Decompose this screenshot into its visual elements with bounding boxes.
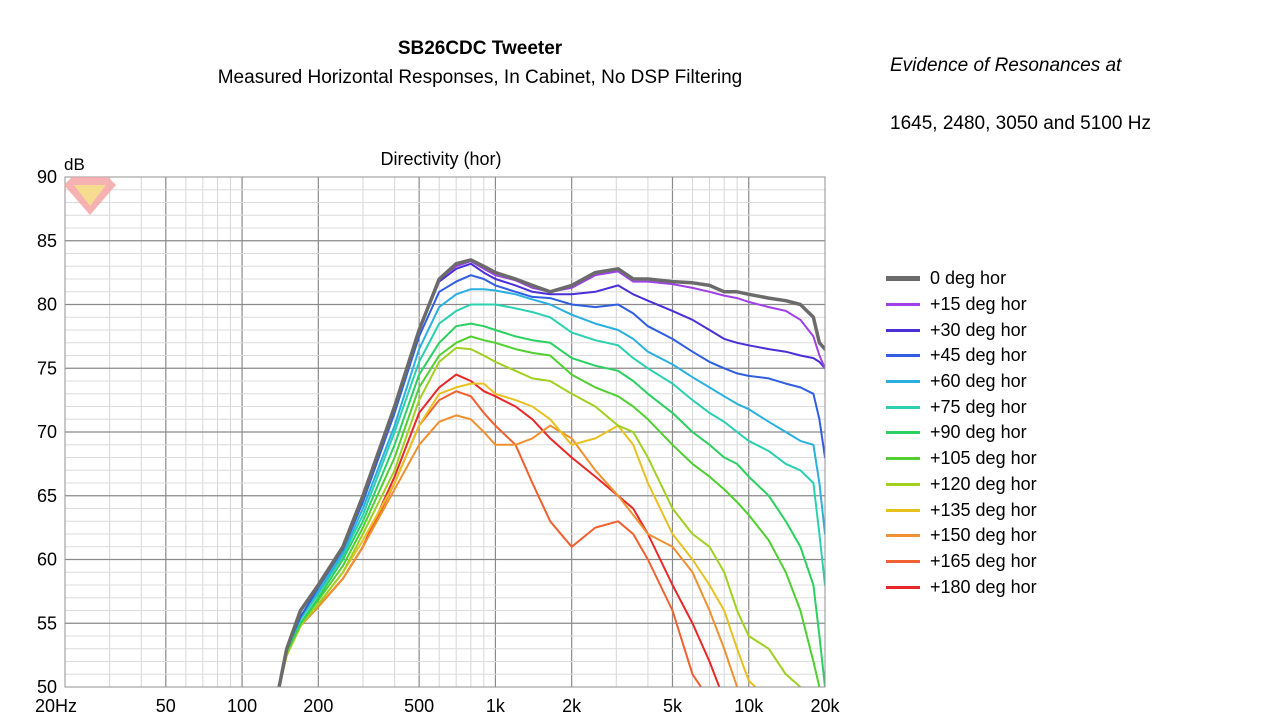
legend-swatch	[886, 457, 920, 461]
series-line-0	[277, 258, 825, 687]
legend-label: +90 deg hor	[930, 422, 1027, 443]
axis-tick-labels: 20Hz 50 100 200 500 1k 2k 5k 10k 20k5055606570758…	[35, 167, 841, 716]
y-tick-label: 55	[37, 613, 57, 633]
legend-entry: +135 deg hor	[886, 497, 1037, 523]
series-lines	[277, 258, 825, 687]
y-tick-label: 75	[37, 358, 57, 378]
x-tick-label: 50	[156, 696, 176, 716]
figure-title: SB26CDC Tweeter	[397, 38, 563, 59]
legend-entry: +15 deg hor	[886, 292, 1037, 318]
logo-badge	[64, 177, 116, 215]
legend-swatch	[886, 380, 920, 384]
legend-entry: +75 deg hor	[886, 394, 1037, 420]
y-tick-label: 80	[37, 295, 57, 315]
legend-entry: +120 deg hor	[886, 472, 1037, 498]
series-line-11	[278, 390, 703, 687]
legend-entry: +180 deg hor	[886, 574, 1037, 600]
legend-swatch	[886, 303, 920, 307]
y-tick-label: 65	[37, 486, 57, 506]
resonance-note-heading: Evidence of Resonances at	[890, 55, 1122, 76]
legend-entry: +45 deg hor	[886, 343, 1037, 369]
legend: 0 deg hor +15 deg hor +30 deg hor +45 deg h…	[886, 266, 1037, 600]
series-line-3	[278, 274, 825, 687]
legend-label: +60 deg hor	[930, 371, 1027, 392]
resonance-note-frequencies: 1645, 2480, 3050 and 5100 Hz	[890, 113, 1151, 134]
x-tick-label: 1k	[486, 696, 506, 716]
legend-label: +150 deg hor	[930, 525, 1037, 546]
series-line-8	[278, 346, 802, 687]
legend-label: +180 deg hor	[930, 576, 1037, 597]
plot-frame	[64, 176, 826, 688]
y-tick-label: 50	[37, 677, 57, 697]
y-tick-label: 60	[37, 550, 57, 570]
legend-label: +75 deg hor	[930, 396, 1027, 417]
legend-swatch	[886, 431, 920, 435]
x-tick-label: 100	[227, 696, 257, 716]
legend-label: +165 deg hor	[930, 550, 1037, 571]
grid-lines	[65, 177, 825, 687]
series-line-9	[278, 382, 757, 687]
x-tick-label: 2k	[562, 696, 582, 716]
legend-swatch	[886, 482, 920, 486]
legend-swatch	[886, 328, 920, 332]
legend-entry: +105 deg hor	[886, 446, 1037, 472]
legend-swatch	[886, 534, 920, 538]
figure-subtitle: Measured Horizontal Responses, In Cabine…	[217, 67, 743, 88]
x-tick-label: 500	[404, 696, 434, 716]
x-tick-label: 20k	[810, 696, 840, 716]
y-tick-label: 90	[37, 167, 57, 187]
legend-label: +135 deg hor	[930, 499, 1037, 520]
series-line-6	[278, 322, 825, 687]
legend-entry: +90 deg hor	[886, 420, 1037, 446]
series-line-7	[278, 335, 821, 687]
legend-label: 0 deg hor	[930, 268, 1007, 289]
x-tick-label: 10k	[734, 696, 764, 716]
legend-entry: +165 deg hor	[886, 549, 1037, 575]
legend-entry: +150 deg hor	[886, 523, 1037, 549]
legend-entry: +30 deg hor	[886, 317, 1037, 343]
x-tick-label: 200	[303, 696, 333, 716]
legend-swatch	[886, 405, 920, 409]
legend-swatch	[886, 276, 920, 282]
legend-swatch	[886, 559, 920, 563]
y-tick-label: 70	[37, 422, 57, 442]
legend-label: +15 deg hor	[930, 294, 1027, 315]
series-line-5	[278, 303, 825, 687]
legend-label: +120 deg hor	[930, 473, 1037, 494]
chart-title: Directivity (hor)	[380, 149, 501, 169]
series-line-4	[278, 288, 825, 687]
y-axis-label: dB	[64, 155, 85, 174]
legend-label: +105 deg hor	[930, 448, 1037, 469]
directivity-chart: Directivity (hor) dB 20Hz 50 100 200 500 1k 2k…	[35, 149, 841, 716]
x-tick-label: 20Hz	[35, 696, 77, 716]
legend-swatch	[886, 585, 920, 589]
series-line-10	[278, 414, 739, 687]
x-tick-label: 5k	[663, 696, 683, 716]
legend-swatch	[886, 508, 920, 512]
legend-label: +30 deg hor	[930, 319, 1027, 340]
legend-entry: +60 deg hor	[886, 369, 1037, 395]
y-tick-label: 85	[37, 231, 57, 251]
legend-swatch	[886, 354, 920, 358]
legend-entry: 0 deg hor	[886, 266, 1037, 292]
legend-label: +45 deg hor	[930, 345, 1027, 366]
